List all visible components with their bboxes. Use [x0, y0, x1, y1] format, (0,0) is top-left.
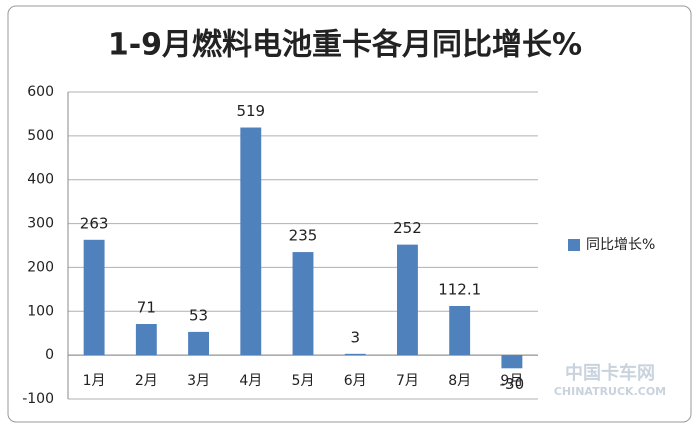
value-label: 3 [350, 328, 360, 346]
bar [397, 244, 418, 356]
bar [240, 127, 262, 356]
bar [344, 353, 366, 356]
x-tick-label: 5月 [292, 373, 315, 389]
y-tick-label: -100 [22, 391, 54, 407]
y-tick-label: 0 [45, 347, 54, 363]
bar [292, 252, 314, 356]
legend-label: 同比增长% [586, 237, 655, 253]
y-tick-label: 500 [27, 128, 54, 144]
watermark: 中国卡车网 [565, 362, 655, 384]
y-tick-label: 600 [27, 84, 54, 100]
value-label: 71 [137, 299, 156, 317]
y-tick-label: 100 [27, 303, 54, 319]
x-tick-label: 7月 [396, 373, 419, 389]
value-label: 112.1 [438, 280, 481, 298]
x-tick-label: 9月 [500, 373, 523, 389]
x-tick-label: 8月 [448, 373, 471, 389]
bar [188, 331, 209, 356]
x-tick-label: 1月 [83, 373, 106, 389]
legend-swatch [568, 239, 580, 251]
x-tick-label: 2月 [135, 373, 158, 389]
value-label: 252 [393, 219, 422, 237]
x-tick-label: 6月 [344, 373, 367, 389]
x-tick-label: 4月 [239, 373, 262, 389]
bar [135, 324, 157, 356]
bar [83, 239, 105, 356]
bar [501, 355, 523, 369]
y-tick-label: 200 [27, 259, 54, 275]
value-label: 519 [236, 102, 265, 120]
value-label: 263 [80, 214, 109, 232]
chart-title: 1-9月燃料电池重卡各月同比增长% [108, 28, 582, 63]
x-tick-label: 3月 [187, 373, 210, 389]
chart-border [7, 5, 692, 423]
value-label: 235 [289, 227, 318, 245]
y-tick-label: 400 [27, 172, 54, 188]
y-tick-label: 300 [27, 216, 54, 232]
value-label: -30 [500, 375, 525, 393]
value-label: 53 [189, 306, 208, 324]
bar [449, 305, 471, 356]
watermark: CHINATRUCK.COM [554, 385, 666, 398]
